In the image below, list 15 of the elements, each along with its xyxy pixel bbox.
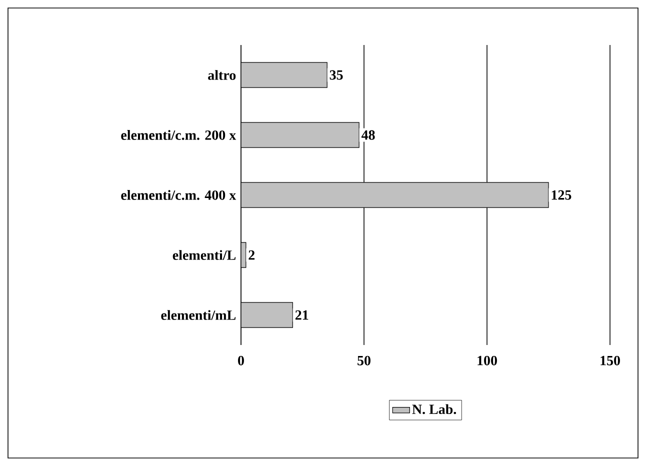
x-tick-label: 50: [358, 356, 370, 366]
legend-label: N. Lab.: [412, 404, 456, 414]
y-tick-label: altro: [208, 70, 236, 80]
data-label: 125: [552, 190, 572, 200]
data-label: 48: [361, 130, 375, 140]
data-label: 21: [295, 310, 308, 320]
data-label: 35: [330, 70, 343, 80]
y-tick-label: elementi/c.m. 400 x: [121, 190, 236, 200]
y-tick-label: elementi/L: [172, 250, 236, 260]
y-tick-label: elementi/mL: [161, 310, 236, 320]
x-tick-label: 0: [238, 356, 244, 366]
data-label: 2: [248, 250, 255, 260]
x-tick-label: 150: [600, 356, 620, 366]
y-tick-label: elementi/c.m. 200 x: [121, 130, 236, 140]
x-tick-label: 100: [478, 356, 497, 366]
